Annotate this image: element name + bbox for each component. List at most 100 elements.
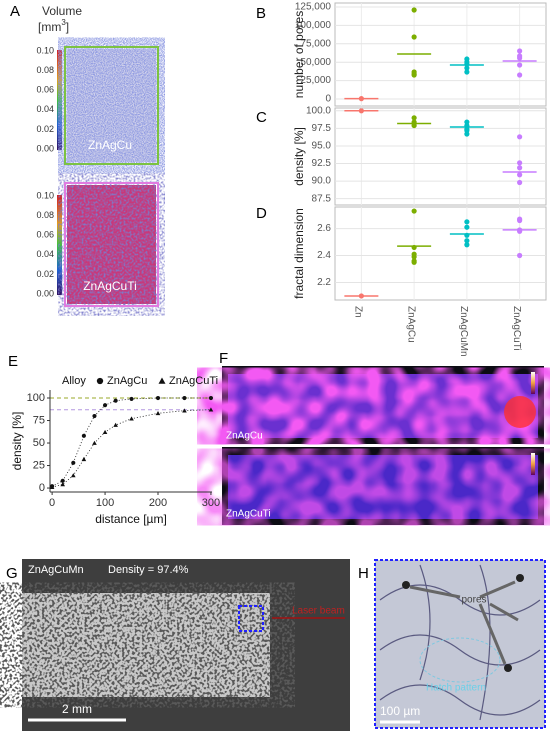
data-point xyxy=(517,72,523,78)
data-point xyxy=(358,108,364,114)
panel-label: B xyxy=(256,5,266,22)
data-point xyxy=(60,482,66,487)
y-tick-label: 100.0 xyxy=(306,105,331,116)
data-point xyxy=(411,244,417,251)
micro-image xyxy=(374,559,546,729)
data-point xyxy=(517,172,523,178)
data-point xyxy=(129,396,134,401)
sample-label: ZnAgCu xyxy=(226,431,263,442)
hatch-label: Hatch pattern xyxy=(426,683,486,694)
y-tick-label: 50,000 xyxy=(300,57,331,68)
colorbar xyxy=(57,50,62,150)
scale-label: 100 µm xyxy=(380,704,420,718)
series-line xyxy=(52,409,211,488)
y-tick-label: 125,000 xyxy=(295,2,332,13)
x-tick-label: ZnAgCu xyxy=(405,306,416,343)
panel-label: E xyxy=(8,353,18,370)
y-tick-label: 0 xyxy=(39,482,45,494)
data-point xyxy=(517,55,523,61)
legend-marker xyxy=(158,377,166,384)
facet-panel xyxy=(334,2,547,107)
pore-arrows xyxy=(409,580,519,665)
data-point xyxy=(81,433,86,438)
y-tick-label: 87.5 xyxy=(312,193,332,204)
y-tick-label: 95.0 xyxy=(312,141,332,152)
x-tick-label: 100 xyxy=(96,497,114,509)
data-point xyxy=(358,293,364,299)
legend-label: ZnAgCuTi xyxy=(169,375,218,387)
x-tick-label: 300 xyxy=(202,497,220,509)
data-point xyxy=(411,208,417,214)
data-point xyxy=(60,478,65,483)
x-axis-title: distance [µm] xyxy=(95,512,167,526)
y-tick-label: 25 xyxy=(33,459,45,471)
cbar-tick: 0.06 xyxy=(36,230,54,240)
data-point xyxy=(71,460,76,465)
data-point xyxy=(411,34,417,40)
cbar-tick: 0.00 xyxy=(36,288,54,298)
x-tick-label: Zn xyxy=(353,306,364,318)
data-point xyxy=(155,411,161,416)
y-tick-label: 2.4 xyxy=(317,250,331,261)
zoom-box xyxy=(238,605,264,632)
beam-label: Laser beam xyxy=(292,606,345,617)
melt-tracks xyxy=(379,564,541,721)
cbar-tick: 0.04 xyxy=(36,249,54,259)
y-tick-label: 50 xyxy=(33,437,45,449)
cube-texture xyxy=(67,185,156,304)
cbar-tick: 0.08 xyxy=(36,65,54,75)
y-tick-label: 90.0 xyxy=(312,176,332,187)
y-tick-label: 100 xyxy=(27,392,45,404)
frame xyxy=(64,182,159,307)
data-point xyxy=(464,219,470,225)
panel-label: H xyxy=(358,565,369,582)
data-point xyxy=(208,407,214,412)
data-point xyxy=(464,238,470,244)
series-line xyxy=(51,397,211,487)
y-tick-label: 0 xyxy=(325,94,331,105)
data-point xyxy=(208,395,214,401)
data-point xyxy=(411,7,417,13)
data-point xyxy=(81,456,87,462)
legend-marker xyxy=(96,377,104,385)
x-tick-label: ZnAgCuMn xyxy=(458,306,469,357)
hot-spot xyxy=(504,396,536,428)
pore xyxy=(504,664,512,672)
data-point xyxy=(182,408,187,413)
data-point xyxy=(517,165,523,171)
colorbar xyxy=(531,372,535,394)
frame xyxy=(64,46,159,165)
y-axis-title: number of pores xyxy=(292,11,306,98)
data-point xyxy=(517,217,523,224)
pore xyxy=(516,574,524,582)
sample-pores xyxy=(22,593,270,697)
y-tick-label: 100,000 xyxy=(295,20,332,31)
data-point xyxy=(464,65,470,71)
cbar-unit: [mm3] xyxy=(38,18,69,34)
data-point xyxy=(102,429,108,435)
data-point xyxy=(517,62,523,68)
sample-label: ZnAgCuMn xyxy=(28,564,84,576)
data-point xyxy=(411,259,417,265)
colorbar xyxy=(57,195,62,295)
y-tick-label: 75,000 xyxy=(300,38,331,49)
y-tick-label: 25,000 xyxy=(300,75,331,86)
density-label: Density = 97.4% xyxy=(108,564,189,576)
data-point xyxy=(517,48,523,54)
data-point xyxy=(517,252,523,259)
data-point xyxy=(92,413,97,419)
data-point xyxy=(517,179,523,186)
facet-panel xyxy=(334,206,547,301)
data-point xyxy=(358,96,364,102)
pores-label: pores xyxy=(461,595,486,606)
legend-title: Alloy xyxy=(62,375,86,387)
cbar-tick: 0.04 xyxy=(36,104,54,114)
data-point xyxy=(70,473,76,478)
panel-label: F xyxy=(219,350,228,367)
cbar-tick: 0.02 xyxy=(36,269,54,279)
data-point xyxy=(464,131,470,137)
data-point xyxy=(464,69,470,75)
data-point xyxy=(113,422,118,427)
data-point xyxy=(155,395,161,401)
